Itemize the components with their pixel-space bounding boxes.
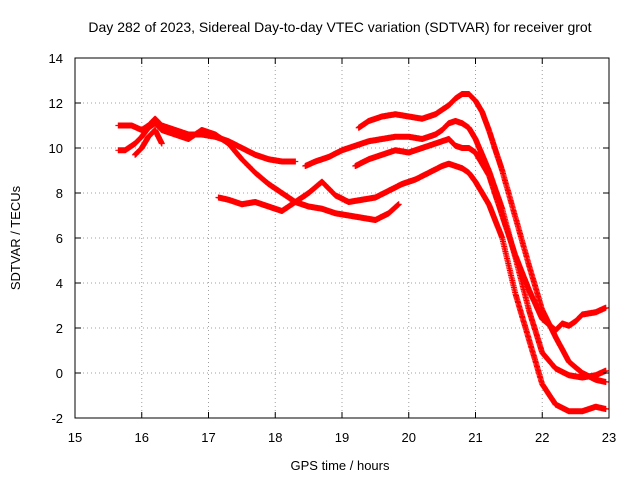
series-track-7 — [132, 127, 165, 158]
y-tick-label: 4 — [56, 276, 63, 291]
x-tick-label: 20 — [402, 430, 416, 445]
chart-title: Day 282 of 2023, Sidereal Day-to-day VTE… — [88, 19, 591, 35]
data-point-markers — [215, 160, 609, 415]
data-point-markers — [302, 118, 609, 381]
data-point-markers — [132, 127, 165, 158]
series-track-2 — [115, 120, 402, 223]
x-axis-label: GPS time / hours — [291, 458, 390, 473]
y-tick-label: 2 — [56, 321, 63, 336]
grid — [75, 58, 609, 418]
x-tick-label: 15 — [68, 430, 82, 445]
data-points — [115, 91, 609, 415]
x-tick-label: 17 — [201, 430, 215, 445]
x-tick-label: 16 — [135, 430, 149, 445]
y-axis-label: SDTVAR / TECUs — [8, 185, 23, 290]
data-point-markers — [352, 136, 609, 334]
x-tick-label: 22 — [535, 430, 549, 445]
y-tick-label: 0 — [56, 366, 63, 381]
y-tick-label: 10 — [49, 141, 63, 156]
data-point-markers — [115, 120, 402, 223]
y-tick-label: -2 — [51, 411, 63, 426]
x-tick-label: 21 — [468, 430, 482, 445]
series-track-3 — [215, 160, 609, 415]
y-tick-label: 6 — [56, 231, 63, 246]
series-track-1 — [115, 115, 299, 165]
x-tick-label: 18 — [268, 430, 282, 445]
series-track-4 — [302, 118, 609, 381]
axis-ticks: 15 16 17 18 19 20 21 22 23 -2 0 2 4 6 8 10 12 14 — [49, 51, 617, 445]
x-tick-label: 19 — [335, 430, 349, 445]
x-tick-label: 23 — [602, 430, 616, 445]
y-tick-label: 14 — [49, 51, 63, 66]
y-tick-label: 8 — [56, 186, 63, 201]
series-track-6 — [352, 136, 609, 334]
y-tick-label: 12 — [49, 96, 63, 111]
data-point-markers — [115, 115, 299, 165]
